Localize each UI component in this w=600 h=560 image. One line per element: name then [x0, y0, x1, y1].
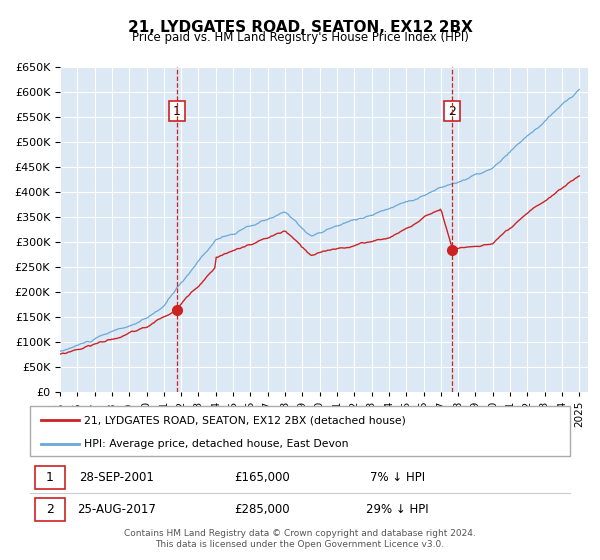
Text: 1: 1 — [46, 471, 54, 484]
Text: £165,000: £165,000 — [235, 471, 290, 484]
Text: 29% ↓ HPI: 29% ↓ HPI — [366, 503, 428, 516]
Text: 21, LYDGATES ROAD, SEATON, EX12 2BX (detached house): 21, LYDGATES ROAD, SEATON, EX12 2BX (det… — [84, 415, 406, 425]
Text: Price paid vs. HM Land Registry's House Price Index (HPI): Price paid vs. HM Land Registry's House … — [131, 31, 469, 44]
Text: Contains HM Land Registry data © Crown copyright and database right 2024.: Contains HM Land Registry data © Crown c… — [124, 529, 476, 538]
FancyBboxPatch shape — [30, 406, 570, 456]
Text: HPI: Average price, detached house, East Devon: HPI: Average price, detached house, East… — [84, 439, 349, 449]
Text: 21, LYDGATES ROAD, SEATON, EX12 2BX: 21, LYDGATES ROAD, SEATON, EX12 2BX — [128, 20, 472, 35]
Text: £285,000: £285,000 — [235, 503, 290, 516]
FancyBboxPatch shape — [35, 498, 65, 521]
Text: 1: 1 — [173, 105, 181, 118]
Text: 2: 2 — [46, 503, 54, 516]
Text: This data is licensed under the Open Government Licence v3.0.: This data is licensed under the Open Gov… — [155, 540, 445, 549]
Text: 25-AUG-2017: 25-AUG-2017 — [77, 503, 156, 516]
Text: 7% ↓ HPI: 7% ↓ HPI — [370, 471, 425, 484]
Text: 2: 2 — [448, 105, 456, 118]
FancyBboxPatch shape — [35, 466, 65, 489]
Text: 28-SEP-2001: 28-SEP-2001 — [79, 471, 154, 484]
